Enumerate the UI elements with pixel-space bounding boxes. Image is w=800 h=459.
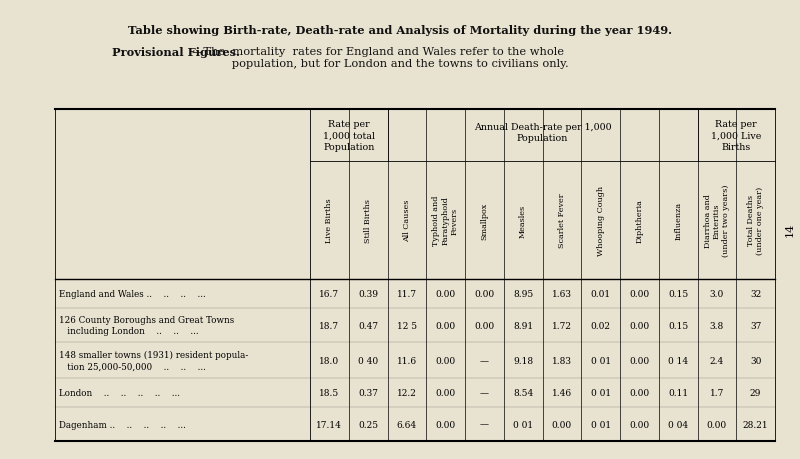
Text: 0.00: 0.00 [630, 420, 650, 429]
Text: 17.14: 17.14 [317, 420, 342, 429]
Text: 8.95: 8.95 [513, 289, 534, 298]
Text: Dagenham ..  ..  ..  ..  ...: Dagenham .. .. .. .. ... [59, 420, 186, 429]
Text: 14: 14 [785, 223, 795, 236]
Text: Annual Death-rate per 1,000
Population: Annual Death-rate per 1,000 Population [474, 123, 611, 143]
Text: 6.64: 6.64 [397, 420, 417, 429]
Text: Rate per
1,000 Live
Births: Rate per 1,000 Live Births [711, 120, 762, 151]
Text: Diarrhoa and
Enteritis
(under two years): Diarrhoa and Enteritis (under two years) [704, 185, 730, 257]
Text: Live Births: Live Births [326, 198, 334, 243]
Text: 0.00: 0.00 [552, 420, 572, 429]
Text: 28.21: 28.21 [743, 420, 769, 429]
Text: Influenza: Influenza [674, 202, 682, 240]
Text: 12 5: 12 5 [397, 321, 417, 330]
Text: 0.11: 0.11 [668, 388, 688, 397]
Text: London  ..  ..  ..  ..  ...: London .. .. .. .. ... [59, 388, 180, 397]
Text: —: — [480, 420, 489, 429]
Text: 0.37: 0.37 [358, 388, 378, 397]
Text: 1.46: 1.46 [552, 388, 572, 397]
Text: Rate per
1,000 total
Population: Rate per 1,000 total Population [322, 120, 374, 151]
Text: Smallpox: Smallpox [480, 202, 488, 239]
Text: 11.6: 11.6 [397, 356, 417, 365]
Text: Scarlet Fever: Scarlet Fever [558, 193, 566, 248]
Text: 0 40: 0 40 [358, 356, 378, 365]
Text: 1.7: 1.7 [710, 388, 724, 397]
Text: —: — [480, 388, 489, 397]
Text: 0.00: 0.00 [435, 321, 456, 330]
Text: 1.63: 1.63 [552, 289, 572, 298]
Text: Diphtheria: Diphtheria [635, 199, 643, 242]
Text: 0.25: 0.25 [358, 420, 378, 429]
Text: 0 01: 0 01 [590, 388, 610, 397]
Text: 0.00: 0.00 [630, 388, 650, 397]
Text: Typhoid and
Paratyphoid
Fevers: Typhoid and Paratyphoid Fevers [433, 196, 459, 246]
Text: 0 01: 0 01 [513, 420, 533, 429]
Text: 0.00: 0.00 [630, 356, 650, 365]
Text: 32: 32 [750, 289, 762, 298]
Text: England and Wales ..  ..  ..  ...: England and Wales .. .. .. ... [59, 289, 206, 298]
Text: 3.0: 3.0 [710, 289, 724, 298]
Text: 8.54: 8.54 [513, 388, 534, 397]
Text: 9.18: 9.18 [513, 356, 533, 365]
Text: 30: 30 [750, 356, 762, 365]
Text: 3.8: 3.8 [710, 321, 724, 330]
Text: —The  mortality  rates for England and Wales refer to the whole
           popul: —The mortality rates for England and Wal… [192, 47, 569, 68]
Text: 0.47: 0.47 [358, 321, 378, 330]
Text: 0.00: 0.00 [630, 289, 650, 298]
Text: 0.00: 0.00 [630, 321, 650, 330]
Text: 18.7: 18.7 [319, 321, 339, 330]
Text: 0.00: 0.00 [707, 420, 727, 429]
Text: Still Births: Still Births [364, 199, 372, 242]
Text: All Causes: All Causes [403, 199, 411, 241]
Text: 0.01: 0.01 [590, 289, 610, 298]
Text: 0.00: 0.00 [474, 289, 494, 298]
Text: 0 14: 0 14 [668, 356, 688, 365]
Text: Whooping Cough: Whooping Cough [597, 185, 605, 256]
Text: 0 04: 0 04 [668, 420, 688, 429]
Text: 2.4: 2.4 [710, 356, 724, 365]
Text: 0 01: 0 01 [590, 420, 610, 429]
Text: Provisional Figures.: Provisional Figures. [112, 47, 240, 58]
Text: 0.02: 0.02 [590, 321, 610, 330]
Text: Measles: Measles [519, 204, 527, 237]
Text: 0 01: 0 01 [590, 356, 610, 365]
Text: 0.00: 0.00 [435, 420, 456, 429]
Text: 126 County Boroughs and Great Towns
   including London  ..  ..  ...: 126 County Boroughs and Great Towns incl… [59, 316, 234, 335]
Text: 11.7: 11.7 [397, 289, 417, 298]
Text: 0.15: 0.15 [668, 321, 688, 330]
Text: 18.0: 18.0 [319, 356, 339, 365]
Text: 1.72: 1.72 [552, 321, 572, 330]
Text: 0.00: 0.00 [435, 289, 456, 298]
Text: 12.2: 12.2 [397, 388, 417, 397]
Text: 0.00: 0.00 [435, 388, 456, 397]
Text: 29: 29 [750, 388, 762, 397]
Text: Table showing Birth-rate, Death-rate and Analysis of Mortality during the year 1: Table showing Birth-rate, Death-rate and… [128, 25, 672, 36]
Text: 0.00: 0.00 [474, 321, 494, 330]
Text: 0.39: 0.39 [358, 289, 378, 298]
Text: 0.15: 0.15 [668, 289, 688, 298]
Text: Total Deaths
(under one year): Total Deaths (under one year) [747, 186, 764, 255]
Text: —: — [480, 356, 489, 365]
Text: 18.5: 18.5 [319, 388, 339, 397]
Text: 8.91: 8.91 [513, 321, 533, 330]
Text: 0.00: 0.00 [435, 356, 456, 365]
Text: 37: 37 [750, 321, 762, 330]
Text: 1.83: 1.83 [552, 356, 572, 365]
Text: 148 smaller towns (1931) resident popula-
   tion 25,000-50,000  ..  ..  ...: 148 smaller towns (1931) resident popula… [59, 351, 248, 370]
Text: 16.7: 16.7 [319, 289, 339, 298]
